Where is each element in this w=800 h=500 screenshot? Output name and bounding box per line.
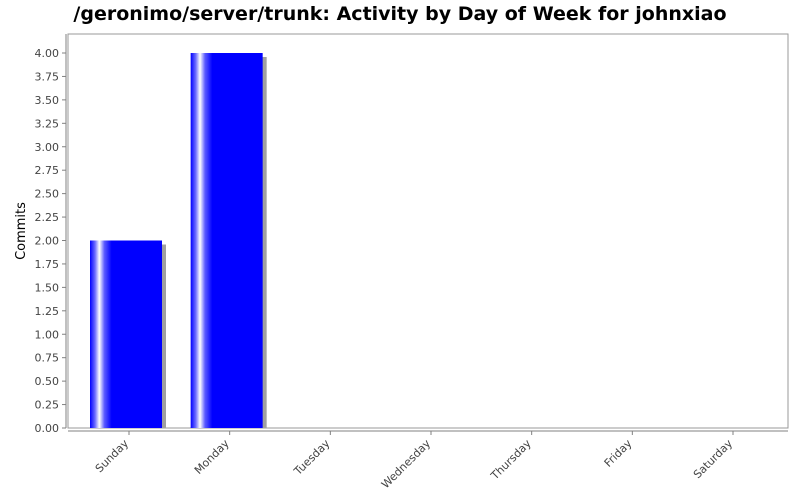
y-tick-label: 2.00 bbox=[35, 235, 60, 248]
y-axis-label: Commits bbox=[14, 202, 29, 260]
y-tick-label: 4.00 bbox=[35, 47, 60, 60]
y-tick-label: 2.50 bbox=[35, 188, 60, 201]
y-tick-label: 3.00 bbox=[35, 141, 60, 154]
bar-sunday bbox=[90, 240, 162, 428]
y-tick-label: 0.25 bbox=[35, 399, 60, 412]
y-tick-label: 2.75 bbox=[35, 164, 60, 177]
x-axis: Sunday Monday Tuesday Wednesday Thursday Frid… bbox=[68, 430, 788, 492]
plot-area bbox=[67, 33, 789, 429]
x-tick-label: Friday bbox=[602, 437, 635, 470]
x-tick-label: Saturday bbox=[691, 437, 736, 482]
y-tick-label: 0.50 bbox=[35, 375, 60, 388]
x-tick-label: Monday bbox=[192, 437, 232, 477]
y-tick-label: 3.75 bbox=[35, 70, 60, 83]
bars bbox=[90, 53, 267, 428]
y-tick-label: 3.25 bbox=[35, 117, 60, 130]
chart-title: /geronimo/server/trunk: Activity by Day … bbox=[73, 3, 727, 25]
y-tick-label: 0.75 bbox=[35, 352, 60, 365]
x-tick-label: Tuesday bbox=[291, 437, 333, 479]
x-tick-label: Thursday bbox=[488, 437, 534, 483]
y-axis: 0.00 0.25 0.50 0.75 1.00 1.25 1.50 1.75 2.00 2.25… bbox=[35, 34, 67, 435]
bar-monday bbox=[190, 53, 263, 428]
y-tick-label: 0.00 bbox=[35, 422, 60, 435]
y-tick-label: 1.75 bbox=[35, 258, 60, 271]
x-tick-label: Wednesday bbox=[379, 437, 434, 492]
y-tick-label: 1.25 bbox=[35, 305, 60, 318]
y-tick-label: 1.00 bbox=[35, 328, 60, 341]
y-tick-label: 1.50 bbox=[35, 281, 60, 294]
y-tick-label: 2.25 bbox=[35, 211, 60, 224]
x-tick-label: Sunday bbox=[93, 437, 132, 476]
y-tick-label: 3.50 bbox=[35, 94, 60, 107]
